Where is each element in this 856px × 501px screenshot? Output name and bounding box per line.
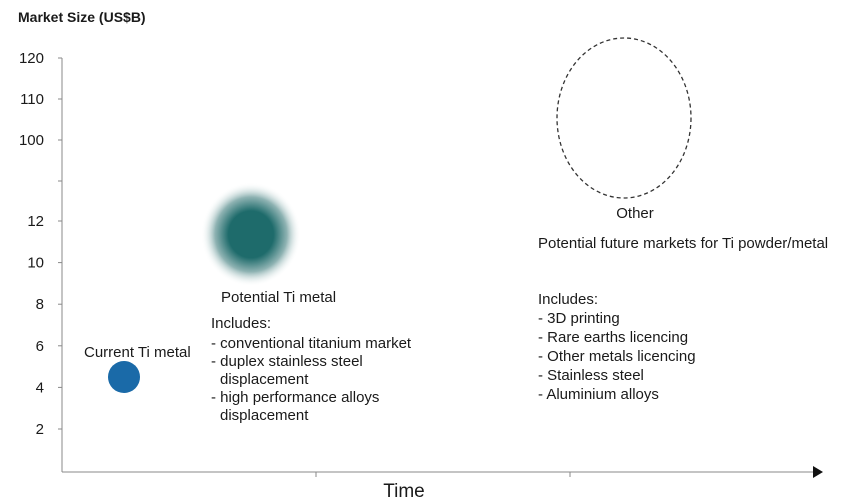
potential-includes-item: - conventional titanium market <box>211 335 412 352</box>
y-tick-label: 10 <box>27 255 44 272</box>
bubble-current-ti-metal <box>108 361 140 393</box>
annotations: Current Ti metal Potential Ti metal Includ… <box>84 205 828 424</box>
other-includes-item: - Stainless steel <box>538 367 644 384</box>
potential-includes-item: displacement <box>220 407 309 424</box>
label-other: Other <box>616 205 654 222</box>
chart-title: Market Size (US$B) <box>18 9 146 25</box>
potential-includes-item: - duplex stainless steel <box>211 353 363 370</box>
bubble-other <box>556 37 692 199</box>
other-includes-item: - Aluminium alloys <box>538 386 659 403</box>
other-includes-item: - Other metals licencing <box>538 348 696 365</box>
y-tick-labels: 2 4 6 8 10 12 100 110 120 <box>19 50 44 438</box>
y-tick-label: 4 <box>36 379 44 396</box>
y-tick-label: 6 <box>36 338 44 355</box>
y-tick-label: 8 <box>36 296 44 313</box>
label-current-ti-metal: Current Ti metal <box>84 344 191 361</box>
other-includes-item: - 3D printing <box>538 310 620 327</box>
other-subtitle: Potential future markets for Ti powder/m… <box>538 235 828 252</box>
y-tick-label: 2 <box>36 421 44 438</box>
y-tick-label: 100 <box>19 132 44 149</box>
label-potential-ti-metal: Potential Ti metal <box>221 289 336 306</box>
y-tick-label: 12 <box>27 213 44 230</box>
potential-includes-item: - high performance alloys <box>211 389 379 406</box>
y-axis <box>58 57 63 472</box>
bubble-potential-ti-metal <box>201 182 301 287</box>
potential-includes-title: Includes: <box>211 315 271 332</box>
potential-includes-item: displacement <box>220 371 309 388</box>
bubbles <box>108 37 692 393</box>
x-axis-label: Time <box>383 481 425 501</box>
y-tick-label: 120 <box>19 50 44 67</box>
other-includes-title: Includes: <box>538 291 598 308</box>
y-tick-label: 110 <box>20 91 44 108</box>
other-includes-item: - Rare earths licencing <box>538 329 688 346</box>
